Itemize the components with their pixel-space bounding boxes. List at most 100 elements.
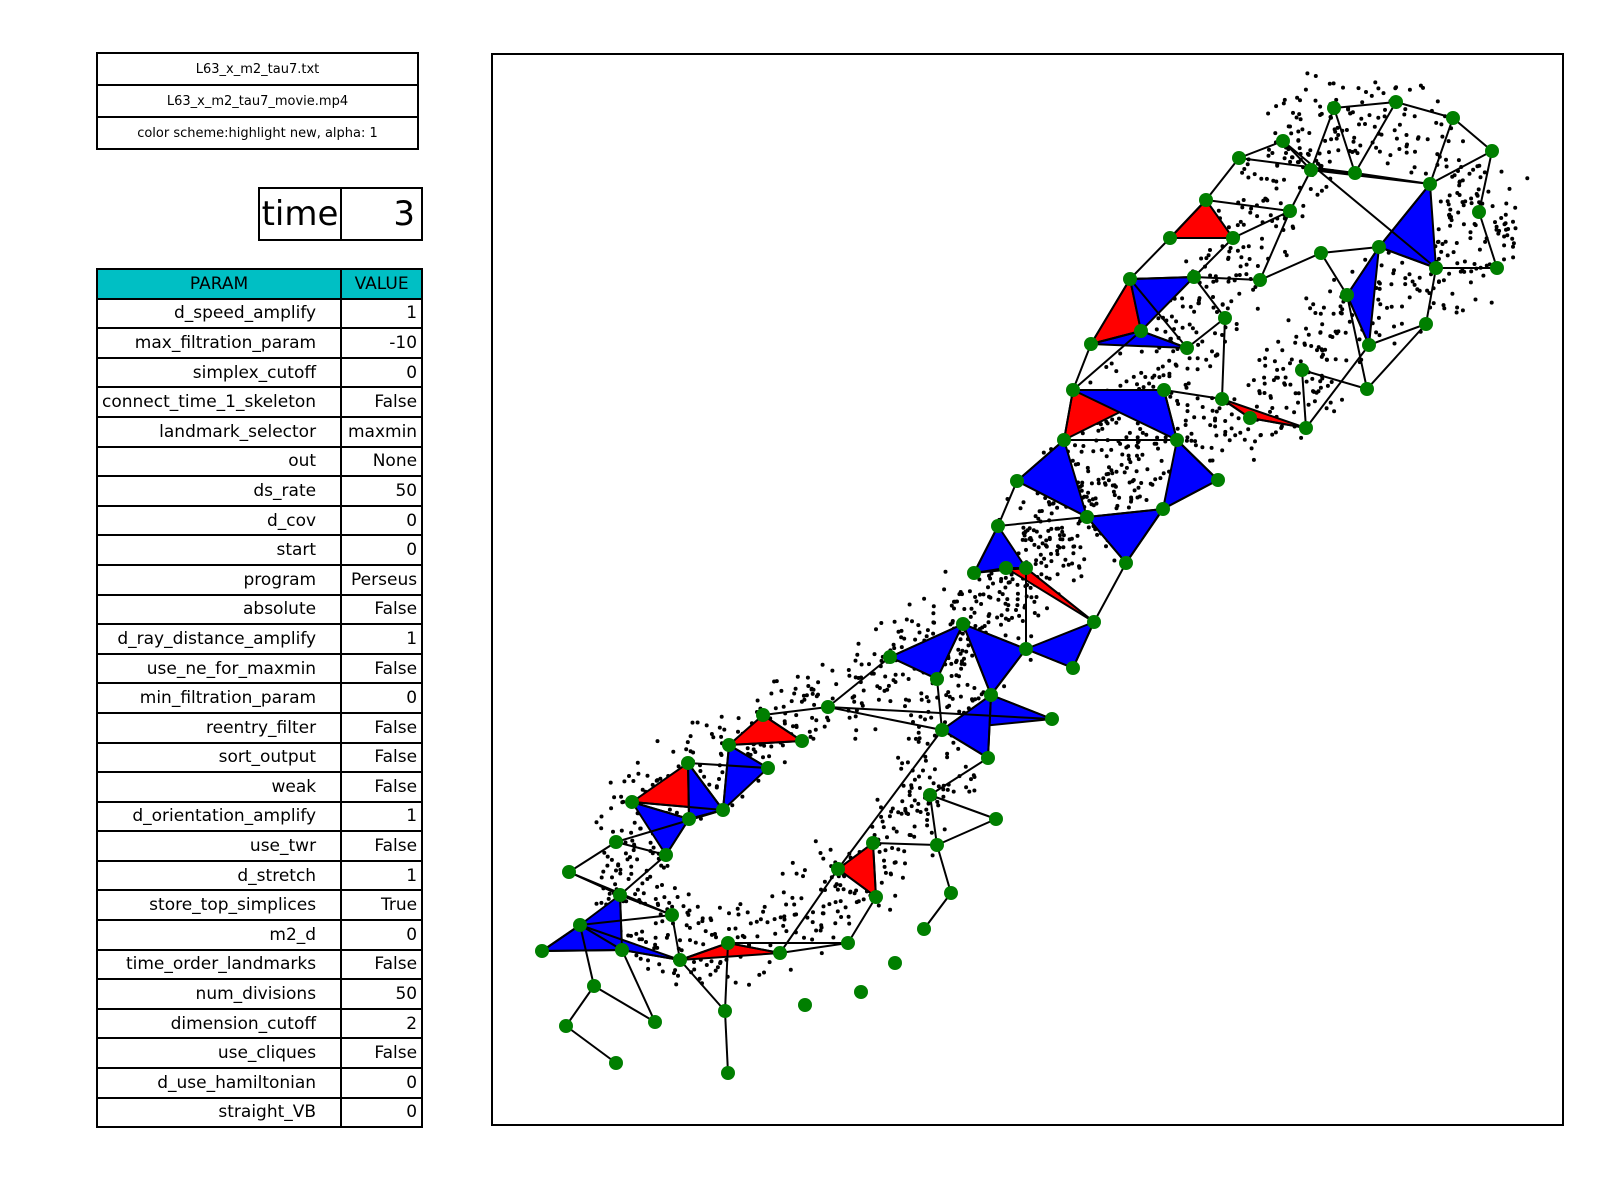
complex-edge — [779, 942, 849, 954]
param-row: reentry_filter False — [95, 711, 424, 744]
data-point — [1244, 272, 1249, 277]
data-point — [1033, 562, 1038, 566]
data-point — [782, 914, 787, 919]
data-point — [655, 884, 660, 889]
data-point — [1306, 402, 1311, 407]
time-table: time 3 — [258, 187, 423, 241]
data-point — [1333, 357, 1338, 362]
landmark-point — [1156, 502, 1170, 516]
data-point — [839, 915, 844, 919]
data-point — [788, 967, 793, 972]
data-point — [1061, 545, 1066, 550]
data-point — [1473, 297, 1478, 302]
data-point — [1258, 433, 1263, 438]
data-point — [986, 620, 991, 625]
landmark-point — [1253, 273, 1267, 287]
data-point — [904, 617, 909, 622]
param-row: simplex_cutoff 0 — [95, 356, 424, 389]
data-point — [1457, 193, 1462, 197]
data-point — [918, 810, 923, 814]
data-point — [1332, 409, 1337, 414]
param-name: straight_VB — [95, 1096, 343, 1129]
data-point — [794, 713, 799, 718]
data-point — [1351, 139, 1356, 144]
data-point — [1135, 440, 1140, 445]
data-point — [1114, 506, 1119, 511]
data-point — [1273, 430, 1278, 435]
data-point — [1447, 215, 1452, 220]
data-point — [1079, 488, 1084, 493]
data-point — [1175, 426, 1180, 431]
complex-edge — [1425, 267, 1437, 325]
data-point — [1082, 557, 1087, 562]
data-point — [1284, 151, 1288, 155]
param-row: weak False — [95, 771, 424, 803]
data-point — [1042, 556, 1047, 561]
data-point — [1244, 262, 1249, 267]
landmark-point — [1485, 144, 1499, 158]
data-point — [1190, 326, 1195, 331]
data-point — [950, 619, 955, 623]
data-point — [1233, 433, 1238, 438]
data-point — [1005, 607, 1010, 612]
data-point — [1028, 585, 1033, 590]
landmark-point — [999, 561, 1013, 575]
data-point — [1079, 483, 1084, 488]
complex-edge — [1025, 567, 1095, 623]
data-point — [1073, 443, 1077, 448]
param-name: start — [95, 534, 343, 566]
data-point — [1235, 223, 1240, 228]
data-point — [899, 635, 904, 640]
complex-edge — [837, 729, 943, 870]
data-point — [756, 778, 761, 783]
data-point — [905, 760, 910, 765]
data-point — [1061, 563, 1066, 568]
data-point — [1076, 521, 1081, 526]
data-point — [1032, 599, 1037, 604]
data-point — [1055, 572, 1060, 577]
data-point — [1341, 85, 1345, 90]
data-point — [913, 637, 918, 642]
data-point — [1450, 291, 1455, 296]
data-point — [1383, 107, 1387, 112]
data-point — [1039, 560, 1044, 565]
data-point — [1298, 117, 1303, 122]
data-point — [903, 697, 908, 702]
data-point — [1060, 537, 1065, 542]
data-point — [1189, 438, 1194, 443]
data-point — [996, 597, 1001, 602]
complex-edge — [1193, 276, 1226, 319]
data-point — [1308, 187, 1313, 191]
data-point — [1482, 170, 1487, 175]
data-point — [1461, 203, 1466, 208]
data-point — [1143, 375, 1148, 379]
data-point — [1220, 302, 1225, 307]
data-point — [1319, 164, 1324, 168]
data-point — [1023, 538, 1028, 543]
data-point — [1107, 465, 1111, 470]
data-point — [1318, 385, 1323, 390]
data-point — [1246, 383, 1251, 388]
complex-edge — [615, 841, 667, 856]
data-point — [1003, 585, 1008, 590]
data-point — [931, 631, 936, 636]
data-point — [646, 958, 650, 963]
data-point — [1055, 552, 1060, 557]
data-point — [1402, 112, 1407, 117]
data-point — [882, 858, 886, 863]
data-point — [645, 773, 650, 778]
data-point — [762, 970, 766, 975]
data-point — [1140, 430, 1145, 435]
landmark-point — [956, 617, 970, 631]
data-point — [917, 774, 921, 779]
data-point — [1147, 381, 1152, 386]
data-point — [891, 826, 896, 831]
data-point — [1194, 330, 1199, 335]
data-point — [599, 826, 604, 831]
data-point — [1294, 334, 1299, 339]
data-point — [1251, 457, 1256, 462]
data-point — [1455, 305, 1460, 310]
old-simplex-triangle — [1161, 438, 1220, 511]
data-point — [867, 662, 871, 667]
data-point — [709, 959, 714, 964]
